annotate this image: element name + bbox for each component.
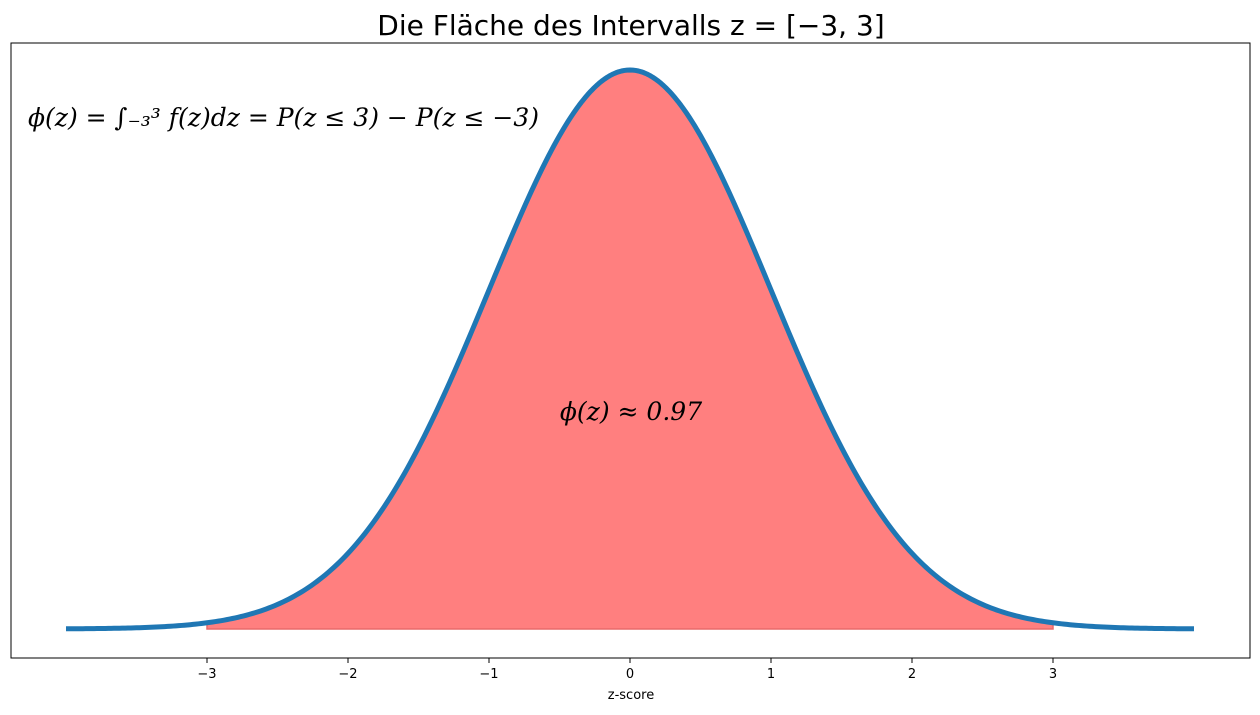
area-value-annotation: ϕ(z) ≈ 0.97	[560, 397, 702, 426]
density-curve	[65, 67, 1195, 632]
formula-annotation: ϕ(z) = ∫₋₃³ f(z)dz = P(z ≤ 3) − P(z ≤ −3…	[28, 103, 539, 132]
x-axis-label: z-score	[608, 688, 654, 703]
x-tick-label: 1	[767, 667, 775, 682]
shaded-area	[206, 69, 1054, 630]
chart-title: Die Fläche des Intervalls z = [−3, 3]	[377, 9, 884, 42]
x-tick-label: −3	[197, 667, 216, 682]
x-ticks-group: −3 −2 −1 0 1 2 3	[197, 658, 1057, 682]
curve-group	[65, 67, 1195, 632]
x-tick-label: −2	[338, 667, 357, 682]
shaded-area-group	[206, 69, 1054, 630]
x-tick-label: 0	[626, 667, 634, 682]
x-tick-label: 3	[1049, 667, 1057, 682]
x-tick-label: 2	[908, 667, 916, 682]
x-tick-label: −1	[479, 667, 498, 682]
